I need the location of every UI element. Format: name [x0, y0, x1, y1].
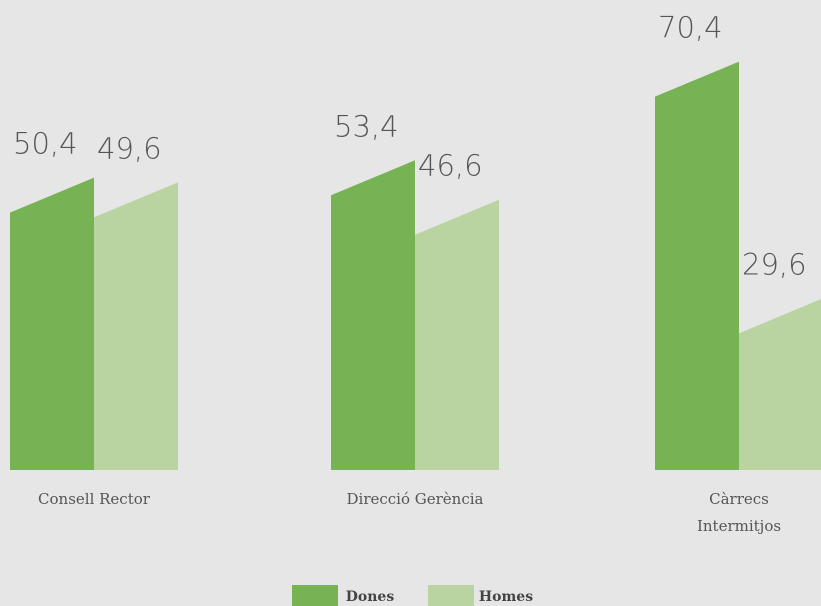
value-label: 50,4 [13, 127, 78, 161]
value-label: 70,4 [658, 11, 723, 45]
bar [94, 182, 178, 470]
legend-swatch [292, 585, 338, 606]
legend-swatch [428, 585, 474, 606]
legend-label: Dones [346, 589, 395, 605]
category-label: Direcció Gerència [346, 490, 484, 508]
bar [739, 299, 821, 470]
value-label: 53,4 [334, 109, 399, 143]
value-label: 29,6 [742, 247, 807, 281]
legend-label: Homes [479, 589, 533, 605]
bar [331, 160, 415, 470]
bar [10, 177, 94, 470]
bar [415, 199, 499, 470]
bar [655, 61, 739, 471]
value-label: 46,6 [418, 149, 483, 183]
category-label: Càrrecs Intermitjos [696, 490, 782, 535]
value-label: 49,6 [97, 131, 162, 165]
category-label: Consell Rector [38, 490, 150, 508]
